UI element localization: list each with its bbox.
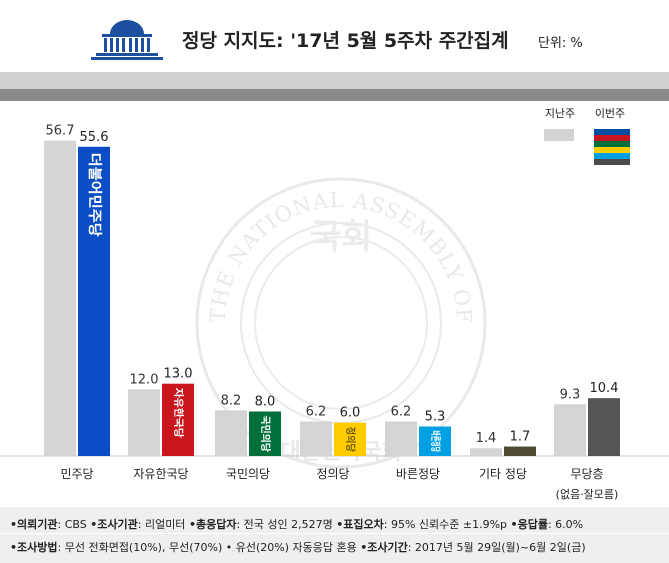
legend-curr-stripe-0 <box>594 129 630 135</box>
category-label-0: 민주당 <box>60 467 93 481</box>
bar-prev-5 <box>470 448 502 456</box>
footer-line2-value-0: : 무선 전화면접(10%), 무선(70%) • 유선(20%) 자동응답 혼… <box>57 541 361 554</box>
value-label-prev-6: 9.3 <box>560 387 581 402</box>
legend-curr-swatch <box>594 129 630 165</box>
legend-curr-stripe-3 <box>594 147 630 153</box>
bar-curr-5 <box>504 446 536 456</box>
footer-line1-value-1: : 리얼미터 <box>137 518 189 531</box>
chart-title: 정당 지지도: '17년 5월 5주차 주간집계 <box>182 30 509 52</box>
header: 정당 지지도: '17년 5월 5주차 주간집계 단위: % <box>0 0 669 72</box>
footer-line1-label-3: •표집오차 <box>336 518 384 531</box>
bar-prev-3 <box>300 421 332 456</box>
party-logo-1: 자유한국당 <box>172 388 185 439</box>
survey-info-line-2: •조사방법: 무선 전화면접(10%), 무선(70%) • 유선(20%) 자… <box>10 539 586 555</box>
legend: 지난주 이번주 <box>544 107 630 165</box>
footer-line1-value-4: : 6.0% <box>547 518 584 531</box>
bar-curr-4 <box>419 426 451 456</box>
footer-line1-label-2: •총응답자 <box>188 518 237 531</box>
value-label-prev-1: 12.0 <box>130 372 159 387</box>
bar-prev-2 <box>215 410 247 456</box>
value-label-curr-5: 1.7 <box>510 430 531 445</box>
legend-prev-label: 지난주 <box>545 107 575 120</box>
unit-label: 단위: % <box>538 36 583 51</box>
category-label-1: 자유한국당 <box>133 467 188 481</box>
value-label-prev-4: 6.2 <box>391 405 412 420</box>
category-label-6: 무당층 <box>570 467 603 481</box>
value-label-curr-1: 13.0 <box>164 367 193 382</box>
footer-line1-value-2: : 전국 성인 2,527명 <box>236 518 337 531</box>
category-sublabel-6: (없음·잘모름) <box>556 488 619 501</box>
party-logo-2: 국민의당 <box>259 416 272 453</box>
footer-divider <box>0 533 669 534</box>
value-label-curr-4: 5.3 <box>425 410 446 425</box>
bar-curr-2 <box>249 411 281 456</box>
category-label-4: 바른정당 <box>396 467 440 481</box>
category-label-2: 국민의당 <box>226 467 270 481</box>
bar-chart: THE NATIONAL ASSEMBLY OF THE REPUBLIC OF… <box>0 101 669 501</box>
bar-curr-0 <box>78 146 110 457</box>
footer-line2-value-1: : 2017년 5월 29일(월)~6월 2일(금) <box>407 541 586 554</box>
header-band-light <box>0 72 669 89</box>
survey-info-line-1: •의뢰기관: CBS •조사기관: 리얼미터 •총응답자: 전국 성인 2,52… <box>10 516 583 532</box>
footer-line1-label-0: •의뢰기관 <box>10 518 58 531</box>
footer-line2-label-0: •조사방법 <box>10 541 58 554</box>
bar-curr-3 <box>334 422 366 456</box>
value-label-prev-5: 1.4 <box>476 431 497 446</box>
category-labels-group: 민주당 자유한국당 국민의당 정의당 바른정당 기타 정당 무당층 (없음·잘모름) <box>60 467 618 501</box>
bar-prev-6 <box>554 404 586 456</box>
footer-line1-label-4: •응답률 <box>510 518 548 531</box>
bar-prev-4 <box>385 421 417 456</box>
category-label-3: 정의당 <box>316 467 349 481</box>
header-band-dark <box>0 89 669 101</box>
value-label-curr-3: 6.0 <box>340 406 361 421</box>
party-logo-4: 바른정당 <box>429 431 442 453</box>
legend-curr-stripe-2 <box>594 141 630 147</box>
footer-line1-value-0: : CBS <box>57 518 91 531</box>
party-logo-0: 더불어민주당 <box>86 153 103 237</box>
national-assembly-building-icon <box>91 20 163 60</box>
legend-curr-stripe-5 <box>594 159 630 165</box>
bar-curr-6 <box>588 398 620 456</box>
footer-line1-value-3: : 95% 신뢰수준 ±1.9%p <box>383 518 511 531</box>
value-labels-group: 56.7 55.6 12.0 13.0 8.2 8.0 6.2 6.0 6.2 5.3 1.4 1.7… <box>46 124 619 447</box>
seal-center-text: 국회 <box>310 217 373 257</box>
bar-prev-1 <box>128 389 160 456</box>
party-logo-3: 정의당 <box>344 427 357 453</box>
value-label-curr-0: 55.6 <box>80 130 109 145</box>
value-label-prev-2: 8.2 <box>221 393 242 408</box>
value-label-prev-0: 56.7 <box>46 124 75 139</box>
value-label-curr-6: 10.4 <box>590 381 619 396</box>
legend-curr-label: 이번주 <box>595 107 625 120</box>
bar-prev-0 <box>44 140 76 456</box>
bar-curr-1 <box>162 383 194 456</box>
footer-line2-label-1: •조사기간 <box>360 541 408 554</box>
legend-prev-swatch <box>544 129 574 141</box>
value-label-curr-2: 8.0 <box>255 395 276 410</box>
category-label-5: 기타 정당 <box>479 467 527 481</box>
legend-curr-stripe-4 <box>594 153 630 159</box>
legend-curr-stripe-1 <box>594 135 630 141</box>
bars-group <box>44 140 620 457</box>
footer-line1-label-1: •조사기관 <box>90 518 138 531</box>
value-label-prev-3: 6.2 <box>306 405 327 420</box>
survey-info-footer: •의뢰기관: CBS •조사기관: 리얼미터 •총응답자: 전국 성인 2,52… <box>0 507 669 563</box>
